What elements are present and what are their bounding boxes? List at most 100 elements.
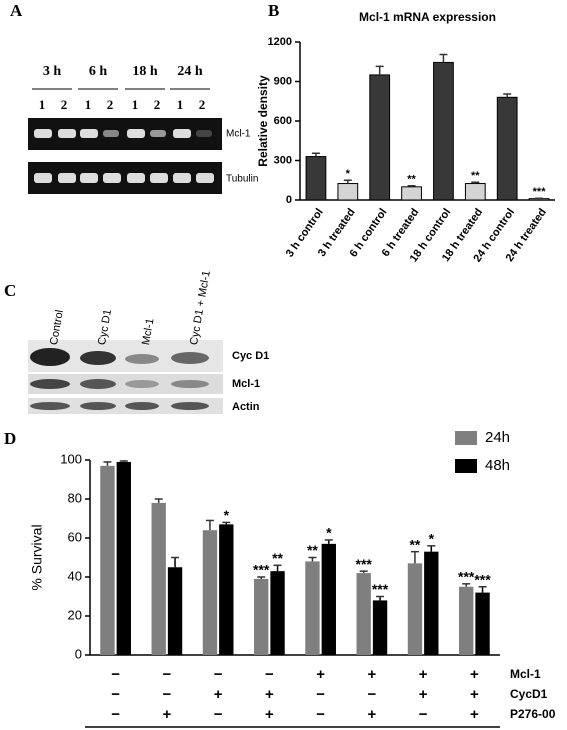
lane-label: 2	[61, 97, 68, 112]
significance-label: ***	[533, 186, 547, 198]
condition-name: CycD1	[510, 687, 548, 701]
bar	[116, 461, 131, 655]
band-label: Mcl-1	[226, 129, 251, 140]
lane-label: 2	[154, 97, 161, 112]
condition-mark: −	[316, 686, 325, 703]
bar	[305, 156, 327, 201]
bar	[270, 571, 285, 655]
bar	[459, 586, 474, 655]
condition-mark: −	[162, 686, 171, 703]
bar	[372, 600, 388, 655]
band-label: Mcl-1	[232, 378, 260, 390]
panel-label: C	[4, 281, 16, 300]
legend-swatch	[455, 431, 477, 445]
panel-label: A	[10, 1, 23, 20]
condition-mark: −	[214, 666, 223, 683]
condition-name: Mcl-1	[510, 667, 541, 681]
timepoint-label: 6 h	[89, 64, 108, 79]
lane-label: Mcl-1	[140, 317, 156, 346]
bar	[254, 578, 269, 655]
condition-mark: +	[367, 666, 376, 683]
condition-name: P276-00	[510, 707, 556, 721]
lane-label: 1	[39, 97, 46, 112]
significance-label: *	[224, 507, 230, 523]
y-tick-label: 80	[68, 490, 82, 505]
condition-mark: +	[470, 706, 479, 723]
condition-mark: +	[367, 706, 376, 723]
significance-label: **	[272, 550, 283, 566]
timepoint-label: 18 h	[132, 64, 158, 79]
condition-mark: +	[316, 666, 325, 683]
significance-label: ***	[474, 571, 491, 587]
bar	[100, 465, 115, 655]
legend-label: 24h	[485, 429, 510, 446]
y-tick-label: 600	[274, 115, 292, 127]
legend-label: 48h	[485, 457, 510, 474]
bar	[151, 502, 166, 655]
condition-mark: −	[162, 666, 171, 683]
significance-label: *	[429, 531, 435, 547]
y-tick-label: 0	[75, 646, 82, 661]
significance-label: **	[471, 170, 480, 182]
condition-mark: −	[316, 706, 325, 723]
chart-title: Mcl-1 mRNA expression	[359, 10, 496, 24]
condition-mark: −	[419, 706, 428, 723]
bar	[321, 543, 336, 655]
panel-label: B	[268, 1, 279, 20]
condition-mark: −	[367, 686, 376, 703]
bar	[167, 567, 183, 655]
gel-strip	[28, 162, 222, 194]
bar	[219, 524, 234, 655]
lane-label: 1	[132, 97, 139, 112]
bar	[407, 563, 423, 655]
condition-mark: −	[214, 706, 223, 723]
bar	[337, 183, 359, 201]
y-tick-label: 60	[68, 529, 82, 544]
significance-label: **	[407, 174, 416, 186]
band-label: Actin	[232, 401, 260, 413]
significance-label: ***	[356, 556, 373, 572]
condition-mark: +	[265, 706, 274, 723]
condition-mark: −	[265, 666, 274, 683]
y-tick-label: 0	[286, 194, 292, 206]
y-tick-label: 20	[68, 607, 82, 622]
bar	[369, 74, 391, 201]
significance-label: ***	[372, 581, 389, 597]
timepoint-label: 24 h	[177, 64, 203, 79]
condition-mark: +	[419, 686, 428, 703]
significance-label: **	[307, 542, 318, 558]
condition-mark: +	[470, 686, 479, 703]
significance-label: *	[346, 168, 351, 180]
gel-strip	[28, 118, 222, 150]
condition-mark: +	[162, 706, 171, 723]
significance-label: ***	[458, 569, 475, 585]
condition-mark: −	[111, 666, 120, 683]
legend-swatch	[455, 459, 477, 473]
bar	[433, 61, 454, 201]
significance-label: **	[409, 536, 420, 552]
y-tick-label: 300	[274, 154, 292, 166]
condition-mark: +	[419, 666, 428, 683]
panel-label: D	[4, 429, 16, 448]
bar	[305, 561, 320, 655]
significance-label: *	[326, 525, 332, 541]
gel-bands	[34, 129, 214, 183]
bar	[202, 530, 218, 655]
y-tick-label: 40	[68, 568, 82, 583]
lane-label: Cyc D1 + Mcl-1	[188, 270, 213, 346]
y-axis-label: % Survival	[29, 524, 45, 590]
lane-label: 1	[177, 97, 184, 112]
bar	[424, 551, 439, 655]
y-axis-label: Relative density	[256, 75, 270, 167]
bar	[356, 573, 371, 655]
y-tick-label: 1200	[268, 36, 292, 48]
lane-label: 1	[85, 97, 92, 112]
significance-label: ***	[253, 562, 270, 578]
bar	[475, 592, 490, 655]
condition-mark: +	[214, 686, 223, 703]
lane-label: 2	[107, 97, 114, 112]
timepoint-label: 3 h	[43, 64, 62, 79]
lane-label: 2	[199, 97, 206, 112]
bar	[496, 96, 518, 201]
